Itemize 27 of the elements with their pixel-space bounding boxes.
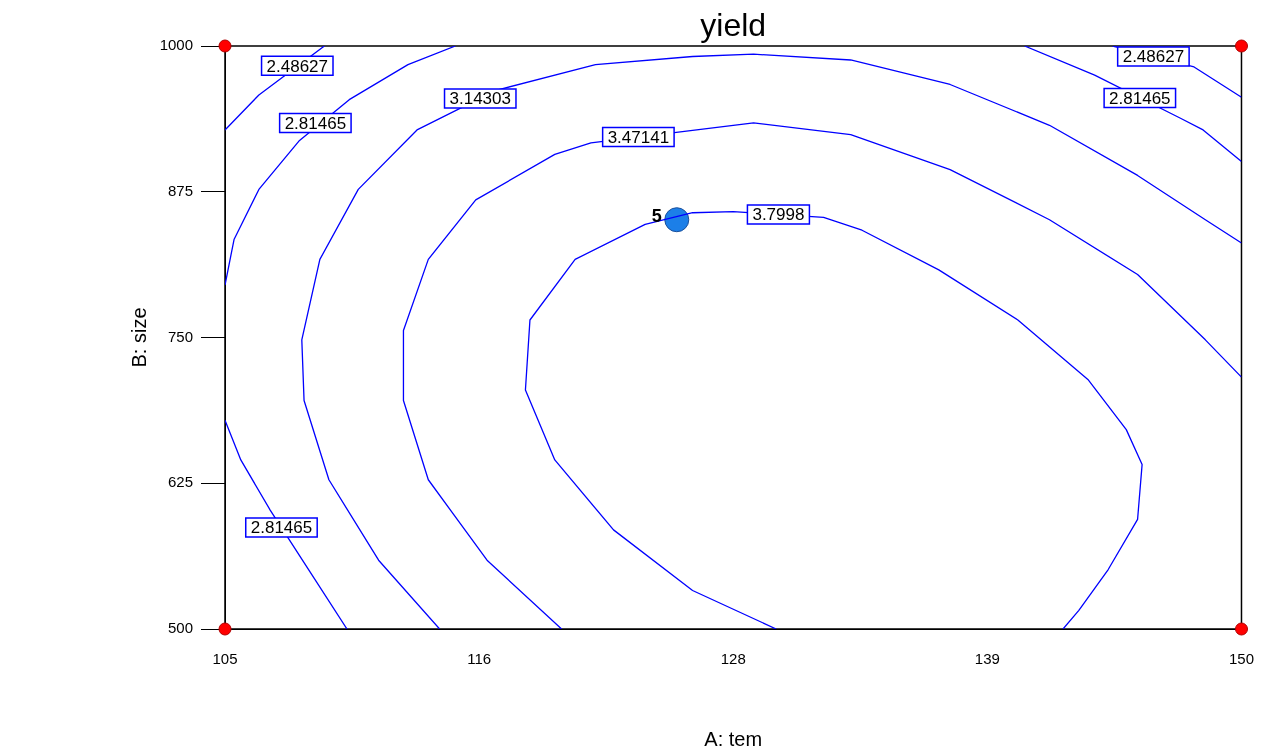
x-axis-title: A: tem bbox=[704, 727, 763, 750]
annotation: 3.47141 bbox=[607, 127, 670, 147]
x-tick-label: 150 bbox=[1228, 650, 1254, 668]
y-tick-label: 750 bbox=[167, 327, 193, 345]
y-tick-label: 1000 bbox=[159, 36, 193, 54]
annotation: 3.14303 bbox=[449, 89, 511, 109]
y-tick-label: 625 bbox=[167, 473, 193, 491]
point bbox=[1234, 39, 1248, 53]
annotation: 2.81465 bbox=[284, 113, 347, 133]
y-tick-label: 500 bbox=[167, 619, 193, 637]
x-tick-label: 128 bbox=[720, 650, 746, 668]
y-axis-title: B: size bbox=[127, 307, 150, 368]
annotation: 3.7998 bbox=[752, 205, 805, 225]
x-tick-label: 105 bbox=[212, 650, 238, 668]
chart-title: yield bbox=[700, 6, 767, 43]
x-tick-label: 116 bbox=[467, 650, 492, 668]
y-tick-label: 875 bbox=[167, 181, 193, 199]
annotation: 2.48627 bbox=[1122, 47, 1185, 67]
point bbox=[218, 622, 232, 636]
point bbox=[664, 207, 690, 233]
annotation: 2.81465 bbox=[250, 518, 313, 538]
annotation: 2.81465 bbox=[1109, 88, 1171, 108]
point bbox=[218, 39, 232, 53]
annotation: 2.48627 bbox=[266, 56, 329, 76]
point bbox=[1234, 622, 1248, 636]
x-tick-label: 139 bbox=[974, 650, 1000, 668]
annotation: 5 bbox=[651, 205, 662, 226]
